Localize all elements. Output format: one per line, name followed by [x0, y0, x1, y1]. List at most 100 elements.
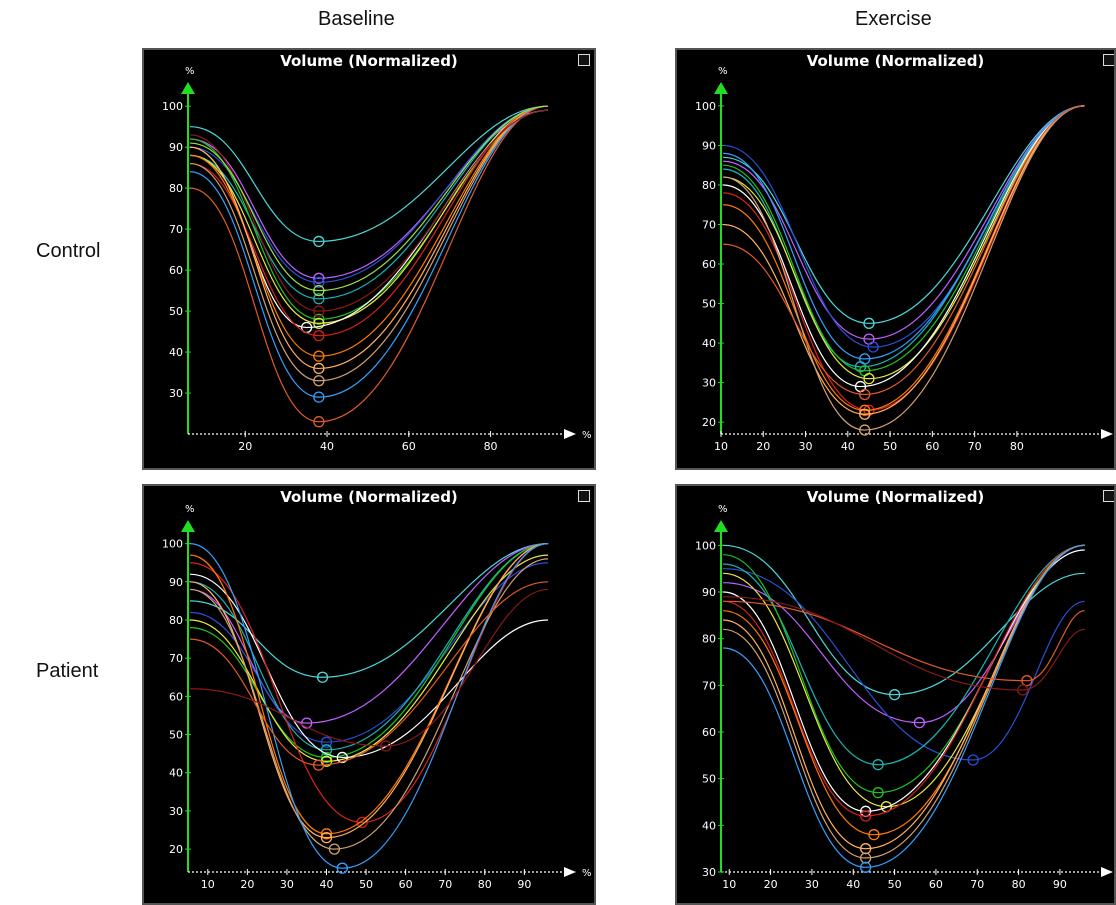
- x-tick-label: 80: [484, 440, 498, 453]
- series-min-marker[interactable]: [313, 272, 325, 284]
- series-min-marker[interactable]: [313, 330, 325, 342]
- series-min-marker[interactable]: [313, 375, 325, 387]
- series-min-marker[interactable]: [320, 744, 333, 756]
- series-min-marker[interactable]: [859, 404, 871, 416]
- series-min-marker[interactable]: [888, 689, 901, 701]
- series-min-marker[interactable]: [868, 829, 880, 841]
- y-axis-arrow-icon[interactable]: [714, 520, 728, 532]
- y-tick-label: 20: [702, 416, 716, 429]
- x-tick-label: 80: [1010, 440, 1024, 453]
- series-min-marker[interactable]: [313, 416, 325, 428]
- maximize-icon[interactable]: [1103, 54, 1115, 66]
- chart-title: Volume (Normalized): [806, 52, 985, 70]
- x-axis-arrow-icon: [564, 429, 576, 439]
- y-axis-label: %: [718, 66, 728, 77]
- series-min-marker[interactable]: [336, 862, 348, 874]
- y-tick-label: 70: [169, 652, 183, 665]
- y-tick-label: 70: [702, 218, 716, 231]
- series-line: [190, 105, 548, 300]
- series-min-marker[interactable]: [313, 235, 325, 248]
- series-line: [190, 105, 548, 423]
- series-min-marker[interactable]: [356, 816, 368, 829]
- series-line: [723, 544, 1085, 859]
- y-tick-label: 90: [169, 576, 183, 589]
- x-tick-label: 20: [764, 878, 778, 891]
- series-min-marker[interactable]: [313, 362, 325, 375]
- y-axis-arrow-icon[interactable]: [181, 82, 195, 94]
- series-min-marker[interactable]: [320, 736, 333, 748]
- series-min-marker[interactable]: [320, 831, 333, 844]
- series-min-marker[interactable]: [872, 787, 884, 799]
- series-min-marker[interactable]: [860, 861, 872, 873]
- series-min-marker[interactable]: [313, 317, 325, 330]
- y-tick-label: 90: [169, 141, 183, 154]
- series-min-marker[interactable]: [301, 717, 313, 729]
- series-min-marker[interactable]: [860, 810, 872, 822]
- series-line: [723, 105, 1085, 415]
- x-tick-label: 60: [929, 878, 943, 891]
- row-label-patient: Patient: [36, 660, 99, 682]
- y-tick-label: 60: [702, 258, 716, 271]
- series-line: [723, 544, 1085, 696]
- series-min-marker[interactable]: [913, 717, 926, 729]
- maximize-icon[interactable]: [578, 54, 590, 66]
- series-line: [189, 581, 549, 766]
- row-label-control: Control: [36, 240, 101, 262]
- series-min-marker[interactable]: [380, 740, 392, 752]
- series-min-marker[interactable]: [1021, 675, 1033, 687]
- series-line: [190, 105, 548, 243]
- series-min-marker[interactable]: [313, 350, 325, 362]
- series-line: [723, 105, 1085, 396]
- series-min-marker[interactable]: [859, 388, 871, 401]
- series-line: [190, 105, 548, 292]
- series-min-marker[interactable]: [313, 391, 325, 403]
- series-min-marker[interactable]: [313, 293, 325, 305]
- series-min-marker[interactable]: [867, 341, 879, 353]
- y-axis-arrow-icon[interactable]: [181, 520, 195, 532]
- series-line: [189, 543, 549, 759]
- series-min-marker[interactable]: [336, 751, 348, 764]
- chart-panel-control-baseline: %% 30 40 50 60 70 80 90 100 20 40 60 80 Volume (Norm…: [142, 48, 596, 470]
- series-min-marker[interactable]: [316, 671, 329, 683]
- x-tick-label: 20: [240, 878, 254, 891]
- y-axis-arrow-icon[interactable]: [714, 82, 728, 94]
- series-min-marker[interactable]: [320, 828, 333, 840]
- x-tick-label: 10: [714, 440, 728, 453]
- y-tick-label: 70: [702, 679, 716, 692]
- series-min-marker[interactable]: [967, 754, 979, 766]
- chart-title: Volume (Normalized): [280, 488, 458, 506]
- series-min-marker[interactable]: [313, 313, 325, 325]
- chart-title: Volume (Normalized): [806, 488, 985, 506]
- y-tick-label: 30: [702, 866, 716, 879]
- series-min-marker[interactable]: [863, 373, 875, 385]
- maximize-icon[interactable]: [1103, 490, 1115, 502]
- y-tick-label: 100: [695, 539, 716, 552]
- maximize-icon[interactable]: [578, 490, 590, 502]
- series-min-marker[interactable]: [872, 759, 884, 771]
- series-min-marker[interactable]: [313, 284, 325, 297]
- column-label-baseline: Baseline: [318, 8, 395, 30]
- series-line: [189, 543, 549, 823]
- series-min-marker[interactable]: [859, 424, 871, 436]
- series-min-marker[interactable]: [313, 276, 325, 289]
- series-min-marker[interactable]: [863, 317, 875, 329]
- series-min-marker[interactable]: [1017, 684, 1029, 696]
- series-min-marker[interactable]: [313, 305, 325, 317]
- y-tick-label: 50: [169, 305, 183, 318]
- x-tick-label: 60: [925, 440, 939, 453]
- x-tick-label: 80: [478, 878, 492, 891]
- series-min-marker[interactable]: [312, 759, 325, 771]
- series-line: [189, 543, 549, 724]
- series-min-marker[interactable]: [859, 408, 871, 420]
- series-min-marker[interactable]: [320, 751, 333, 764]
- series-line: [723, 544, 1085, 817]
- series-min-marker[interactable]: [860, 843, 872, 855]
- y-tick-label: 100: [162, 538, 183, 551]
- x-tick-label: 60: [402, 440, 416, 453]
- series-min-marker[interactable]: [328, 843, 341, 855]
- y-tick-label: 90: [702, 139, 716, 152]
- series-min-marker[interactable]: [859, 353, 871, 365]
- x-tick-label: 50: [883, 440, 897, 453]
- series-min-marker[interactable]: [860, 852, 872, 864]
